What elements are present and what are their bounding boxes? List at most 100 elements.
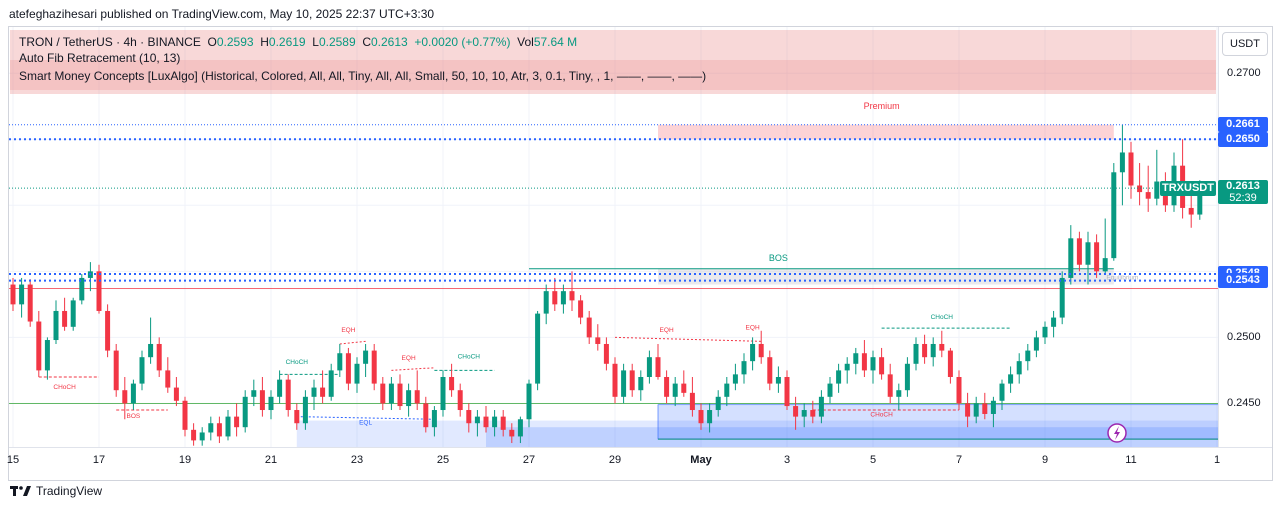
candle (887, 363, 893, 404)
chart-plot-area[interactable]: Premium BOS Equilibrium CHoCH BOS CHoCH EQH EQH… (9, 27, 1218, 447)
candle (741, 353, 747, 384)
candle (53, 300, 59, 344)
time-tick-label: 11 (1125, 454, 1137, 466)
candle (1180, 139, 1186, 219)
volume-label: Vol (517, 35, 534, 49)
price-axis[interactable]: 0.2700 0.2500 0.2450 (1218, 27, 1273, 447)
candle (801, 403, 807, 428)
candle (603, 337, 609, 371)
candle-body (629, 370, 635, 391)
candle (27, 279, 33, 327)
candle-body (113, 350, 119, 391)
candle (595, 324, 601, 351)
legend-band (10, 60, 1216, 90)
candle-body (36, 321, 42, 371)
candle-body (431, 410, 437, 428)
candle-body (371, 350, 377, 384)
candle (216, 416, 222, 444)
symbol-title[interactable]: TRON / TetherUS · 4h · BINANCE (19, 35, 201, 49)
candle-body (801, 410, 807, 417)
annotation-choch: CHoCH (870, 412, 893, 419)
candle (122, 377, 128, 420)
candle (870, 350, 876, 384)
candle (457, 383, 463, 417)
candle-body (27, 284, 33, 322)
candle (775, 366, 781, 393)
candle (440, 370, 446, 417)
candle (569, 271, 575, 311)
candle-body (638, 377, 644, 391)
indicator-auto-fib[interactable]: Auto Fib Retracement (10, 13) (19, 51, 181, 65)
candle-body (1188, 207, 1194, 215)
candle-body (492, 416, 498, 428)
candle-body (294, 410, 300, 424)
candle-body (242, 396, 248, 428)
lightning-icon[interactable] (1107, 423, 1127, 443)
tradingview-brand[interactable]: TradingView (10, 484, 102, 498)
candle (251, 379, 257, 407)
candle (853, 347, 859, 375)
candle-body (1068, 238, 1074, 278)
candle-body (965, 403, 971, 417)
candle (1137, 163, 1143, 206)
candle (1188, 192, 1194, 228)
candle-body (560, 291, 566, 305)
candle-body (500, 416, 506, 430)
annotation-premium: Premium (864, 101, 900, 111)
candle-body (380, 383, 386, 404)
candle-body (947, 350, 953, 377)
candle-body (758, 343, 764, 358)
candle (758, 330, 764, 364)
candle-body (767, 357, 773, 384)
candle (294, 403, 300, 430)
candle-body (363, 350, 369, 364)
candle-body (784, 377, 790, 407)
candle (947, 347, 953, 384)
discount-zone (296, 420, 1218, 447)
legend-panel: TRON / TetherUS · 4h · BINANCE O0.2593 H… (10, 30, 1216, 94)
candle (904, 357, 910, 397)
candle (242, 390, 248, 433)
candle (225, 410, 231, 441)
eql-line (296, 416, 435, 420)
candle (999, 379, 1005, 411)
candle (1051, 310, 1057, 338)
candle-body (612, 363, 618, 397)
candle (793, 396, 799, 430)
candle-body (345, 353, 351, 384)
candle-body (44, 340, 50, 371)
candle-body (328, 370, 334, 397)
candle (1145, 165, 1151, 212)
currency-button[interactable]: USDT (1222, 32, 1268, 56)
indicator-smc[interactable]: Smart Money Concepts [LuxAlgo] (Historic… (19, 69, 707, 83)
candle (913, 337, 919, 371)
candle-body (1042, 326, 1048, 338)
candle (431, 406, 437, 437)
candle-body (732, 374, 738, 384)
candle (1102, 218, 1108, 274)
time-tick-label: 9 (1041, 454, 1049, 466)
last-price-value: 0.2613 (1226, 180, 1260, 193)
candle (638, 370, 644, 401)
candle-body (1102, 258, 1108, 272)
open-label: O (207, 35, 217, 49)
time-axis[interactable]: 15 17 19 21 23 25 27 29 May 3 5 7 9 11 1 (7, 447, 1272, 481)
candle-body (1197, 188, 1203, 215)
candlestick-chart[interactable]: Premium BOS Equilibrium CHoCH BOS CHoCH EQH EQH… (9, 27, 1218, 447)
candle (466, 403, 472, 433)
candle (956, 370, 962, 411)
chart-frame (8, 26, 1273, 481)
candle-body (724, 383, 730, 397)
candle (397, 374, 403, 411)
candle-body (707, 410, 713, 424)
candle (715, 390, 721, 417)
candle-body (397, 383, 403, 407)
candle (973, 396, 979, 424)
candle (509, 423, 515, 444)
candle (182, 396, 188, 437)
candle-body (569, 291, 575, 301)
time-tick-label: 1 (1213, 454, 1221, 466)
candle-body (844, 363, 850, 371)
candle-body (689, 392, 695, 411)
candle-body (681, 383, 687, 393)
